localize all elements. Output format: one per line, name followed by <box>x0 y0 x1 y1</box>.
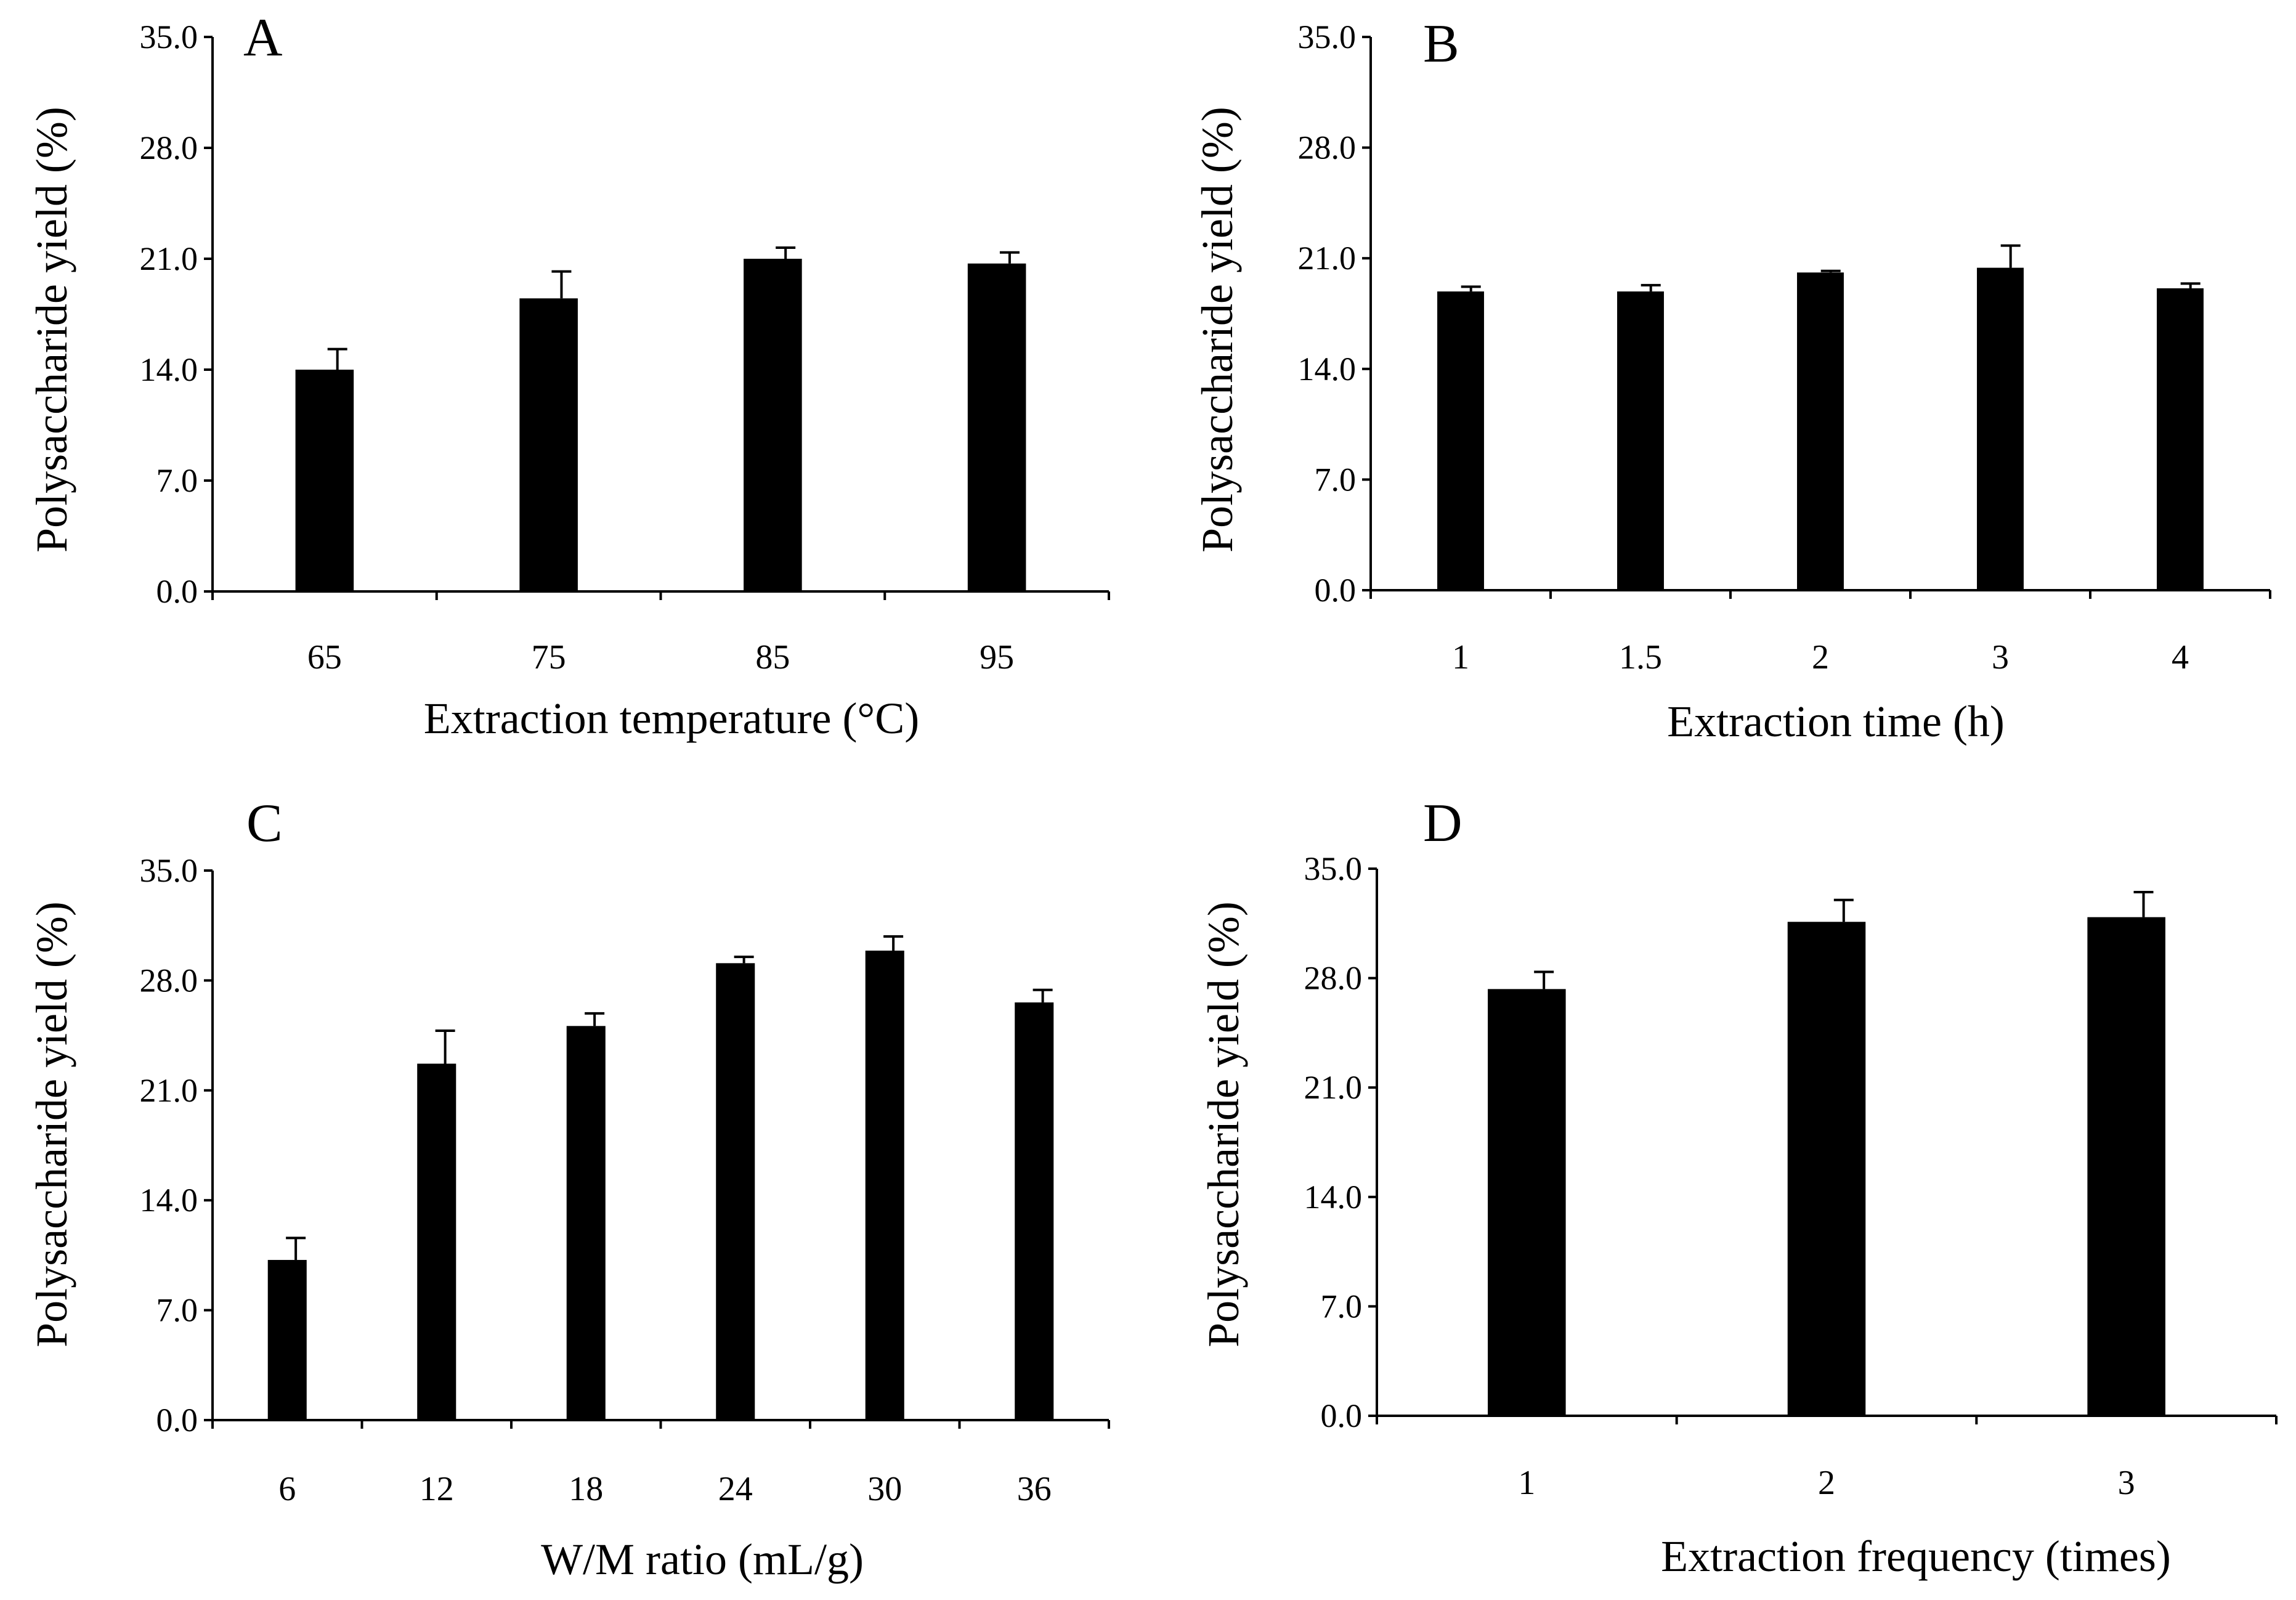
bar <box>1617 291 1664 590</box>
panel-d: D Polysaccharide yield (%) Extraction fr… <box>1199 794 2278 1581</box>
bar <box>2157 288 2204 590</box>
x-tick-label: 95 <box>980 638 1014 676</box>
y-tick-label: 7.0 <box>156 462 198 499</box>
bar <box>2087 917 2165 1416</box>
panel-d-plot: 0.0 7.0 14.0 21.0 28.0 35.0 1 2 3 <box>1304 850 2278 1502</box>
y-tick-label: 0.0 <box>1321 1397 1363 1434</box>
bar <box>865 950 904 1420</box>
x-tick-label: 1 <box>1452 638 1469 676</box>
y-tick-label: 7.0 <box>1315 461 1357 498</box>
y-tick-label: 14.0 <box>1298 351 1357 388</box>
panel-letter-a: A <box>243 8 283 68</box>
y-tick-label: 14.0 <box>140 351 198 388</box>
y-tick-label: 21.0 <box>140 1072 198 1109</box>
x-tick-label: 1.5 <box>1619 638 1662 676</box>
x-tick-label: 30 <box>867 1470 902 1508</box>
x-tick-label: 3 <box>2118 1464 2135 1502</box>
bar <box>967 263 1026 591</box>
panel-a: A Polysaccharide yield (%) Extraction te… <box>27 8 1110 743</box>
x-tick-label: 2 <box>1818 1464 1835 1502</box>
panel-d-xlabel: Extraction frequency (times) <box>1661 1532 2171 1581</box>
bar <box>1488 989 1566 1416</box>
y-tick-label: 0.0 <box>156 1402 198 1439</box>
bar <box>1437 291 1484 590</box>
bar <box>267 1260 307 1420</box>
panel-a-ylabel: Polysaccharide yield (%) <box>27 107 76 553</box>
x-tick-label: 2 <box>1812 638 1829 676</box>
y-tick-label: 28.0 <box>140 129 198 166</box>
bar <box>566 1026 606 1420</box>
x-tick-label: 24 <box>718 1470 753 1508</box>
y-tick-label: 14.0 <box>1304 1179 1363 1216</box>
y-tick-label: 0.0 <box>1315 572 1357 609</box>
x-tick-label: 1 <box>1518 1464 1535 1502</box>
bar <box>1977 267 2024 590</box>
bar <box>1015 1002 1054 1420</box>
y-tick-label: 7.0 <box>156 1292 198 1329</box>
panel-letter-b: B <box>1423 14 1459 74</box>
x-tick-label: 75 <box>532 638 566 676</box>
x-tick-label: 65 <box>307 638 342 676</box>
panel-letter-d: D <box>1423 794 1462 853</box>
bar <box>295 370 354 591</box>
panel-a-plot: 0.0 7.0 14.0 21.0 28.0 35.0 65 75 85 95 <box>140 18 1110 676</box>
bar <box>744 259 802 591</box>
x-tick-label: 3 <box>1992 638 2009 676</box>
panel-a-xlabel: Extraction temperature (°C) <box>424 694 919 743</box>
panel-c: C Polysaccharide yield (%) W/M ratio (mL… <box>27 794 1110 1584</box>
panel-b-xlabel: Extraction time (h) <box>1667 697 2005 746</box>
x-tick-label: 12 <box>420 1470 454 1508</box>
y-tick-label: 14.0 <box>140 1182 198 1219</box>
y-tick-label: 21.0 <box>1304 1069 1363 1106</box>
bar <box>519 298 578 591</box>
bar <box>716 963 755 1420</box>
panel-c-xlabel: W/M ratio (mL/g) <box>541 1535 864 1584</box>
panel-b-ylabel: Polysaccharide yield (%) <box>1193 107 1242 553</box>
bar <box>417 1063 456 1420</box>
y-tick-label: 28.0 <box>1298 129 1357 166</box>
y-tick-label: 0.0 <box>156 573 198 610</box>
y-tick-label: 35.0 <box>1298 18 1357 55</box>
panel-b-plot: 0.0 7.0 14.0 21.0 28.0 35.0 1 1.5 2 3 4 <box>1298 18 2271 676</box>
y-tick-label: 7.0 <box>1321 1288 1363 1325</box>
y-tick-label: 35.0 <box>1304 850 1363 887</box>
y-tick-label: 28.0 <box>1304 960 1363 997</box>
bar <box>1797 272 1844 590</box>
panel-c-plot: 0.0 7.0 14.0 21.0 28.0 35.0 6 12 18 24 30 36 <box>140 852 1110 1508</box>
y-tick-label: 28.0 <box>140 962 198 999</box>
panel-letter-c: C <box>246 794 283 853</box>
bar <box>1787 922 1866 1416</box>
y-tick-label: 21.0 <box>140 240 198 277</box>
y-tick-label: 35.0 <box>140 18 198 55</box>
panel-c-ylabel: Polysaccharide yield (%) <box>27 901 76 1347</box>
x-tick-label: 6 <box>278 1470 296 1508</box>
panel-b: B Polysaccharide yield (%) Extraction ti… <box>1193 14 2271 746</box>
y-tick-label: 21.0 <box>1298 240 1357 277</box>
y-tick-label: 35.0 <box>140 852 198 889</box>
x-tick-label: 4 <box>2172 638 2189 676</box>
x-tick-label: 36 <box>1017 1470 1052 1508</box>
panel-d-ylabel: Polysaccharide yield (%) <box>1199 901 1248 1347</box>
x-tick-label: 18 <box>569 1470 603 1508</box>
x-tick-label: 85 <box>755 638 790 676</box>
